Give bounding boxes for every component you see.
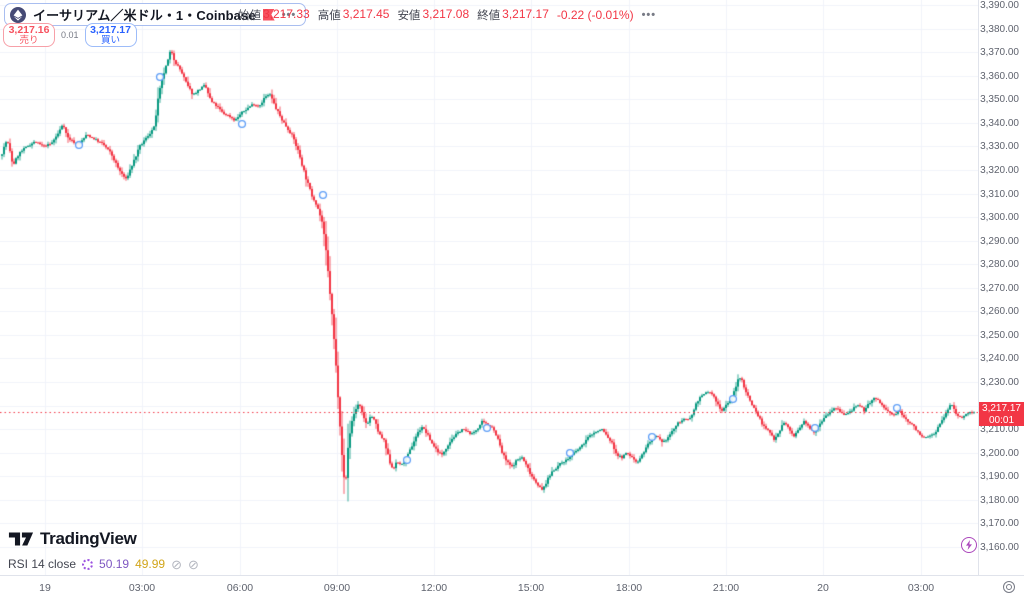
current-price-tag: 3,217.17 00:01 bbox=[979, 402, 1024, 426]
price-tick-label: 3,180.00 bbox=[980, 494, 1019, 506]
time-tick-label: 03:00 bbox=[128, 582, 156, 594]
price-tick-label: 3,260.00 bbox=[980, 306, 1019, 318]
high-label: 高値 bbox=[317, 10, 341, 22]
rsi-value: 50.19 bbox=[99, 557, 130, 571]
tradingview-logo-text: TradingView bbox=[40, 529, 137, 548]
current-price-value: 3,217.17 bbox=[982, 403, 1021, 414]
price-tick-label: 3,280.00 bbox=[980, 259, 1019, 271]
ethereum-icon bbox=[10, 6, 26, 23]
price-tick-label: 3,340.00 bbox=[980, 117, 1019, 129]
price-tick-label: 3,390.00 bbox=[980, 0, 1019, 11]
hide-icon[interactable]: ⊘ bbox=[171, 556, 183, 572]
symbol-more-icon[interactable]: ••• bbox=[281, 8, 297, 21]
price-axis[interactable]: 3,217.17 00:01 3,390.00 3,380.00 3,370.00 3… bbox=[978, 0, 1024, 575]
price-tick-label: 3,320.00 bbox=[980, 164, 1019, 176]
scale-settings-icon[interactable] bbox=[1003, 581, 1015, 593]
order-panel: 3,217.16 売り 0.01 3,217.17 買い bbox=[3, 23, 137, 47]
lightning-icon[interactable] bbox=[961, 537, 977, 553]
time-tick-label: 06:00 bbox=[226, 582, 254, 594]
time-tick-label: 03:00 bbox=[907, 582, 935, 594]
legend-more-icon[interactable]: ••• bbox=[641, 9, 657, 21]
symbol-title: イーサリアム／米ドル・1・Coinbase bbox=[33, 8, 256, 23]
time-axis[interactable]: 19 03:00 06:00 09:00 12:00 15:00 18:00 21:00 20 0… bbox=[0, 575, 1024, 600]
indicator-name: RSI 14 close bbox=[8, 557, 77, 571]
symbol-button[interactable]: イーサリアム／米ドル・1・Coinbase ••• bbox=[4, 3, 307, 26]
price-tick-label: 3,190.00 bbox=[980, 471, 1019, 483]
open-label: 始値 bbox=[238, 10, 261, 22]
price-tick-label: 3,310.00 bbox=[980, 188, 1019, 200]
price-tick-label: 3,350.00 bbox=[980, 94, 1019, 106]
price-tick-label: 3,270.00 bbox=[980, 282, 1019, 294]
low-label: 安値 bbox=[397, 10, 421, 22]
price-tick-label: 3,330.00 bbox=[980, 141, 1019, 153]
low-value: 3,217.08 bbox=[422, 7, 470, 21]
time-tick-label: 21:00 bbox=[712, 582, 740, 594]
hide-icon-2[interactable]: ⊘ bbox=[188, 556, 199, 572]
price-tick-label: 3,200.00 bbox=[980, 447, 1019, 459]
ohlc-legend: 始値 3,217.33 高値 3,217.45 安値 3,217.08 終値 3,217… bbox=[238, 7, 656, 23]
open-value: 3,217.33 bbox=[263, 7, 310, 21]
time-tick-label: 19 bbox=[39, 582, 51, 594]
time-tick-label: 15:00 bbox=[517, 582, 545, 594]
time-tick-label: 09:00 bbox=[323, 582, 351, 594]
time-tick-label: 18:00 bbox=[615, 582, 643, 594]
price-chart-canvas[interactable] bbox=[0, 0, 978, 575]
indicator-loading-icon bbox=[82, 558, 94, 570]
price-tick-label: 3,170.00 bbox=[980, 518, 1019, 530]
sell-price: 3,217.16 bbox=[8, 23, 50, 36]
price-tick-label: 3,250.00 bbox=[980, 329, 1019, 341]
indicator-legend: RSI 14 close 50.19 49.99 ⊘ ⊘ bbox=[8, 557, 199, 571]
time-tick-label: 12:00 bbox=[420, 582, 448, 594]
price-tick-label: 3,160.00 bbox=[980, 542, 1019, 553]
price-tick-label: 3,240.00 bbox=[980, 353, 1019, 365]
buy-price: 3,217.17 bbox=[90, 23, 131, 36]
tradingview-logo-mark bbox=[8, 532, 34, 546]
price-tick-label: 3,360.00 bbox=[980, 70, 1019, 82]
change-value: -0.22 (-0.01%) bbox=[556, 8, 634, 22]
close-value: 3,217.17 bbox=[502, 7, 549, 21]
buy-button[interactable]: 3,217.17 買い bbox=[84, 23, 137, 47]
tradingview-logo[interactable]: TradingView bbox=[8, 529, 137, 549]
price-tick-label: 3,210.00 bbox=[980, 424, 1019, 436]
bar-countdown: 00:01 bbox=[988, 415, 1015, 426]
sell-label: 売り bbox=[19, 34, 39, 46]
price-tick-label: 3,380.00 bbox=[980, 23, 1019, 35]
time-tick-label: 20 bbox=[817, 582, 829, 594]
buy-label: 買い bbox=[101, 34, 121, 46]
flag-icon[interactable] bbox=[262, 8, 275, 21]
price-tick-label: 3,370.00 bbox=[980, 47, 1019, 59]
spread-value: 0.01 bbox=[61, 30, 79, 40]
high-value: 3,217.45 bbox=[342, 7, 390, 21]
price-tick-label: 3,230.00 bbox=[980, 377, 1019, 389]
price-tick-label: 3,290.00 bbox=[980, 235, 1019, 247]
price-tick-label: 3,300.00 bbox=[980, 212, 1019, 224]
close-label: 終値 bbox=[477, 10, 501, 22]
sell-button[interactable]: 3,217.16 売り bbox=[3, 23, 55, 47]
rsi-ma-value: 49.99 bbox=[135, 557, 166, 571]
